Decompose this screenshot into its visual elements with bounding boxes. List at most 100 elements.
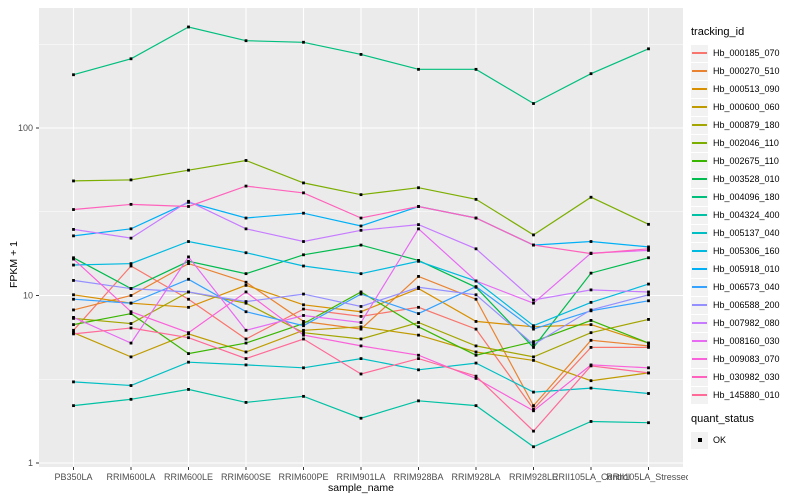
legend-key-swatch — [691, 296, 708, 314]
legend-item-label: Hb_005137_040 — [713, 228, 780, 238]
data-point — [302, 253, 305, 257]
data-point — [302, 303, 305, 307]
data-point — [474, 374, 478, 378]
data-point — [417, 223, 420, 227]
legend-item-label: Hb_004324_400 — [713, 210, 780, 220]
data-point — [72, 257, 75, 261]
legend-key-swatch — [691, 206, 708, 224]
data-point — [244, 227, 248, 231]
legend-key-line-icon — [692, 214, 707, 216]
legend-item-label: Hb_030982_030 — [713, 372, 780, 382]
data-point — [244, 357, 248, 361]
data-point — [589, 386, 593, 390]
data-point — [72, 263, 75, 267]
data-point — [187, 336, 190, 340]
data-point — [187, 199, 190, 203]
data-point — [647, 293, 650, 297]
legend-key-swatch — [691, 332, 708, 350]
data-point — [302, 181, 305, 185]
data-point — [589, 72, 593, 76]
legend-key-line-icon — [692, 250, 707, 252]
data-point — [589, 252, 593, 255]
x-tick-label: RRIM928LA — [451, 472, 500, 482]
data-point — [187, 290, 190, 294]
data-point — [474, 197, 478, 201]
data-point — [647, 317, 650, 321]
data-point — [417, 333, 420, 337]
data-point — [302, 324, 305, 328]
data-point — [417, 205, 420, 208]
legend-key-line-icon — [692, 160, 707, 162]
data-point — [302, 40, 305, 44]
legend-key-swatch — [691, 62, 708, 80]
data-point — [532, 340, 535, 344]
y-tick-label: 10 — [23, 291, 33, 301]
legend-key-line-icon — [692, 394, 707, 396]
legend-key-swatch — [691, 152, 708, 170]
data-point — [647, 421, 650, 425]
data-point — [647, 345, 650, 349]
data-point — [359, 416, 363, 420]
data-point — [359, 290, 363, 294]
data-point — [302, 191, 305, 195]
data-point — [532, 327, 535, 331]
data-point — [532, 301, 535, 305]
legend-title-quant-status: quant_status — [691, 413, 754, 425]
data-point — [302, 314, 305, 317]
legend-item-label: Hb_008160_030 — [713, 336, 780, 346]
data-point — [72, 316, 75, 319]
data-point — [532, 429, 535, 433]
data-point — [532, 390, 535, 394]
x-tick-label: RRIM928BA — [393, 472, 443, 482]
data-point — [72, 234, 75, 238]
data-point — [129, 341, 133, 345]
data-point — [244, 184, 248, 188]
legend-item-label: Hb_003528_010 — [713, 174, 780, 184]
legend-item: Hb_006588_200 — [691, 296, 799, 314]
data-point — [647, 366, 650, 370]
legend-key-line-icon — [692, 52, 707, 54]
data-point — [129, 326, 133, 330]
data-point — [589, 271, 593, 275]
data-point — [302, 240, 305, 243]
legend-item: Hb_002675_110 — [691, 152, 799, 170]
data-point — [647, 371, 650, 375]
data-point — [72, 73, 75, 77]
data-point — [359, 337, 363, 341]
legend-item: Hb_009083_070 — [691, 350, 799, 368]
legend-key-line-icon — [692, 322, 707, 324]
data-point — [532, 355, 535, 359]
x-tick-label: RRIM901LA — [336, 472, 385, 482]
data-point — [532, 409, 535, 413]
legend-key-swatch — [691, 350, 708, 368]
data-point — [647, 392, 650, 395]
legend-item-label: Hb_002675_110 — [713, 156, 779, 166]
data-point — [532, 345, 535, 349]
legend-key-swatch — [691, 134, 708, 152]
legend-items: Hb_000185_070 Hb_000270_510 Hb_000513_090 H… — [691, 44, 799, 404]
black-square-point-icon — [697, 438, 702, 442]
data-point — [647, 341, 650, 345]
legend-item: Hb_006573_040 — [691, 278, 799, 296]
legend-item-label: Hb_004096_180 — [713, 192, 780, 202]
data-point — [474, 350, 478, 354]
legend-key-swatch — [691, 80, 708, 98]
data-point — [474, 216, 478, 220]
data-point — [417, 353, 420, 357]
data-point — [647, 248, 650, 252]
data-point — [532, 233, 535, 237]
data-point — [129, 384, 133, 387]
legend-item: Hb_005137_040 — [691, 224, 799, 242]
x-tick-label: RRIM600LE — [164, 472, 213, 482]
data-point — [589, 195, 593, 199]
data-point — [532, 324, 535, 328]
legend-key-swatch — [691, 116, 708, 134]
data-point — [187, 331, 190, 335]
data-point — [417, 67, 420, 71]
x-axis-title: sample_name — [328, 482, 394, 494]
legend-item-label: Hb_000270_510 — [713, 66, 780, 76]
legend-item-label: Hb_005918_010 — [713, 264, 780, 274]
legend-item-label: Hb_005306_160 — [713, 246, 780, 256]
quant-status-label: OK — [713, 435, 727, 445]
legend-item-label: Hb_000185_070 — [713, 48, 780, 58]
